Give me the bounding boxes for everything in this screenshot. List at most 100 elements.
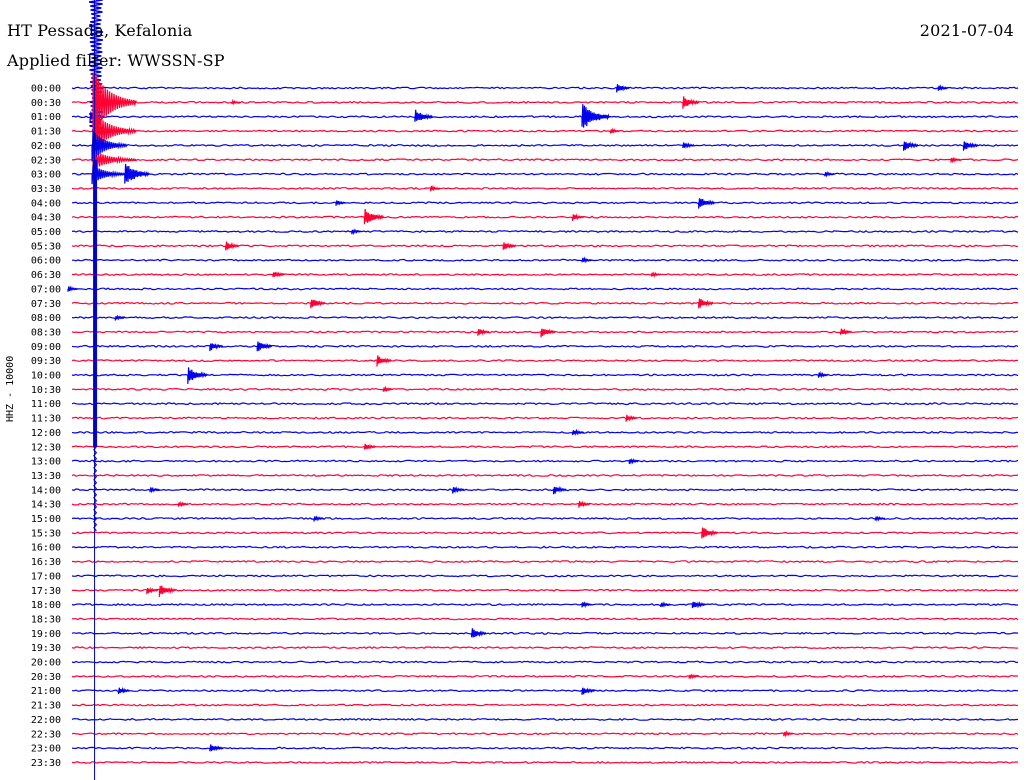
row-time-label: 07:30 bbox=[31, 299, 61, 310]
row-time-label: 08:00 bbox=[31, 313, 61, 324]
event-burst bbox=[571, 428, 585, 436]
event-burst bbox=[256, 341, 273, 352]
row-time-label: 05:30 bbox=[31, 241, 61, 252]
row-time-label: 11:30 bbox=[31, 414, 61, 425]
trace-row bbox=[71, 186, 1019, 190]
row-time-label: 14:00 bbox=[31, 485, 61, 496]
trace-row bbox=[71, 531, 1019, 535]
trace-rows bbox=[71, 86, 1019, 764]
trace-row bbox=[71, 674, 1019, 678]
event-burst bbox=[609, 127, 621, 134]
event-burst bbox=[616, 84, 630, 93]
main-event-coda bbox=[92, 149, 137, 170]
event-burst bbox=[682, 96, 700, 109]
row-time-label: 13:00 bbox=[31, 457, 61, 468]
event-burst bbox=[691, 601, 706, 609]
trace-row bbox=[71, 416, 1019, 420]
row-time-labels: 00:00 00:30 01:00 01:30 02:00 02:30 03:00 03:30… bbox=[31, 84, 61, 769]
row-time-label: 21:30 bbox=[31, 701, 61, 712]
row-time-label: 05:00 bbox=[31, 227, 61, 238]
trace-row bbox=[71, 488, 1019, 492]
trace-row bbox=[71, 760, 1019, 764]
event-burst bbox=[187, 367, 208, 384]
trace-row bbox=[71, 502, 1019, 506]
trace-row bbox=[71, 215, 1019, 219]
event-burst bbox=[335, 200, 346, 206]
event-burst bbox=[962, 141, 979, 151]
trace-row bbox=[71, 273, 1019, 277]
trace-row bbox=[71, 129, 1019, 133]
date-label: 2021-07-04 bbox=[919, 21, 1014, 40]
event-burst bbox=[824, 170, 835, 178]
trace-row bbox=[71, 689, 1019, 693]
row-time-label: 02:30 bbox=[31, 155, 61, 166]
trace-row bbox=[71, 301, 1019, 305]
trace-row bbox=[72, 560, 1019, 564]
trace-row bbox=[71, 115, 1019, 119]
event-burst bbox=[430, 184, 441, 192]
row-time-label: 08:30 bbox=[31, 327, 61, 338]
row-time-label: 03:30 bbox=[31, 184, 61, 195]
event-burst bbox=[363, 208, 385, 225]
event-burst bbox=[553, 485, 567, 495]
row-time-label: 15:30 bbox=[31, 528, 61, 539]
row-time-label: 16:30 bbox=[31, 557, 61, 568]
event-burst bbox=[313, 515, 324, 522]
event-burst bbox=[149, 486, 160, 494]
row-time-label: 09:30 bbox=[31, 356, 61, 367]
row-time-label: 15:00 bbox=[31, 514, 61, 525]
event-burst bbox=[67, 285, 78, 292]
trace-row bbox=[71, 473, 1019, 477]
trace-row bbox=[71, 617, 1019, 621]
trace-row bbox=[71, 373, 1019, 377]
row-time-label: 22:00 bbox=[31, 715, 61, 726]
event-burst bbox=[272, 271, 285, 278]
trace-row bbox=[71, 100, 1019, 104]
row-time-label: 04:00 bbox=[31, 198, 61, 209]
trace-row bbox=[71, 646, 1019, 650]
event-burst bbox=[146, 586, 159, 595]
row-time-label: 02:00 bbox=[31, 141, 61, 152]
event-burst bbox=[839, 328, 853, 336]
event-burst bbox=[937, 84, 949, 91]
event-burst bbox=[158, 585, 176, 597]
trace-row bbox=[71, 387, 1019, 391]
event-burst bbox=[310, 299, 326, 309]
trace-row bbox=[71, 86, 1019, 90]
event-burst bbox=[124, 163, 150, 184]
event-burst bbox=[209, 342, 224, 352]
row-time-label: 03:00 bbox=[31, 170, 61, 181]
event-burst bbox=[817, 371, 829, 379]
trace-row bbox=[71, 631, 1019, 635]
trace-row bbox=[71, 732, 1019, 736]
event-burst bbox=[783, 729, 794, 738]
event-burst bbox=[209, 744, 224, 752]
event-burst bbox=[177, 500, 189, 508]
seismic-events bbox=[67, 84, 979, 752]
trace-row bbox=[71, 402, 1019, 406]
row-time-label: 14:30 bbox=[31, 500, 61, 511]
trace-row bbox=[71, 359, 1018, 363]
trace-row bbox=[71, 287, 1019, 291]
main-event-coda bbox=[91, 130, 128, 162]
row-time-label: 06:00 bbox=[31, 256, 61, 267]
trace-row bbox=[71, 158, 1019, 162]
row-time-label: 23:00 bbox=[31, 744, 61, 755]
event-burst bbox=[581, 600, 592, 609]
event-burst bbox=[660, 601, 671, 608]
event-burst bbox=[376, 355, 392, 367]
event-burst bbox=[650, 271, 662, 278]
row-time-label: 18:00 bbox=[31, 600, 61, 611]
row-time-label: 17:30 bbox=[31, 586, 61, 597]
trace-row bbox=[71, 603, 1019, 607]
event-burst bbox=[225, 241, 239, 251]
row-time-label: 17:00 bbox=[31, 571, 61, 582]
event-burst bbox=[581, 687, 596, 695]
trace-row bbox=[71, 459, 1019, 463]
event-burst bbox=[452, 486, 465, 494]
row-time-label: 10:00 bbox=[31, 371, 61, 382]
row-time-label: 23:30 bbox=[31, 758, 61, 769]
event-burst bbox=[477, 328, 490, 336]
event-burst bbox=[688, 673, 700, 680]
